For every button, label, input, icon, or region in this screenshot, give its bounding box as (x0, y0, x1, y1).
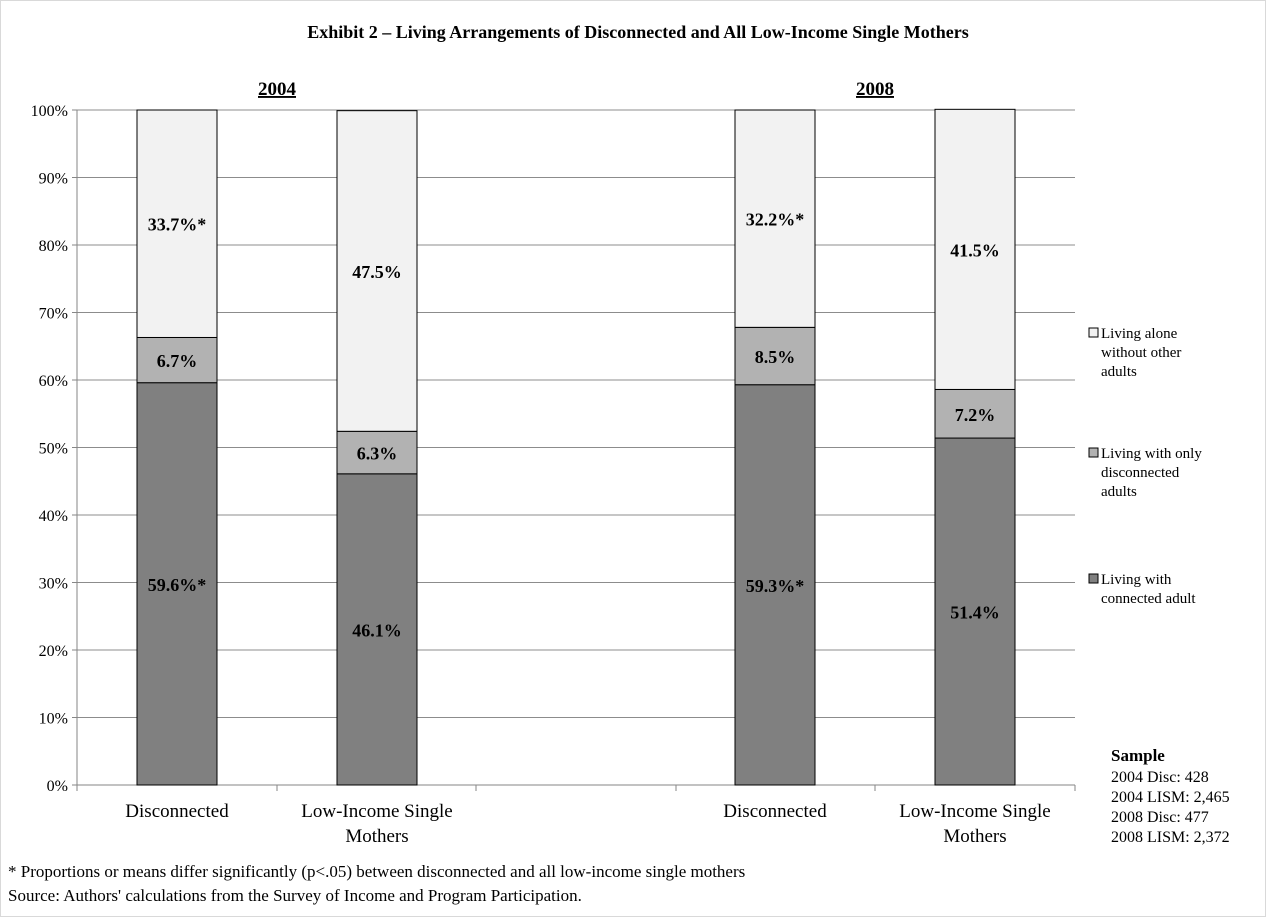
sample-title: Sample (1111, 746, 1165, 765)
y-tick-label: 70% (39, 306, 68, 323)
legend-swatch (1088, 447, 1099, 458)
data-label: 41.5% (950, 240, 1000, 260)
category-label: Low-Income Single (301, 801, 452, 822)
y-tick-label: 10% (39, 711, 68, 728)
data-label: 32.2%* (746, 210, 805, 230)
bar-segment (934, 437, 1016, 786)
data-label: 51.4% (950, 603, 1000, 623)
source-footnote: Source: Authors' calculations from the S… (8, 886, 582, 905)
data-label: 46.1% (352, 620, 402, 640)
legend-label: disconnected (1101, 465, 1180, 481)
y-tick-label: 20% (39, 643, 68, 660)
data-label: 6.7% (157, 351, 198, 371)
sample-box: Sample 2004 Disc: 428 2004 LISM: 2,465 2008… (1111, 746, 1230, 846)
category-label: Mothers (943, 826, 1006, 847)
bar-segment (934, 108, 1016, 390)
legend-label: adults (1101, 484, 1137, 500)
y-tick-label: 100% (31, 103, 68, 120)
legend-label: adults (1101, 364, 1137, 380)
bars (136, 108, 1016, 786)
data-label: 59.3%* (746, 576, 805, 596)
bar-segment (136, 109, 218, 338)
category-label: Disconnected (723, 801, 827, 822)
legend-label: Living with only (1101, 446, 1202, 462)
data-labels: 59.6%* 6.7% 33.7%* 46.1% 6.3% 47.5% 59.3%* 8.5%… (148, 210, 1000, 641)
sample-line: 2004 Disc: 428 (1111, 769, 1209, 786)
bar-segment (934, 388, 1016, 439)
y-tick-label: 50% (39, 441, 68, 458)
data-label: 47.5% (352, 262, 402, 282)
sample-line: 2008 LISM: 2,372 (1111, 829, 1230, 846)
legend-swatch (1088, 327, 1099, 338)
x-axis-categories: Disconnected Low-Income Single Mothers Disc… (125, 801, 1050, 847)
group-label: 2008 (856, 79, 894, 100)
bar-segment (336, 473, 418, 786)
significance-footnote: * Proportions or means differ significan… (8, 862, 746, 881)
bar-segment (336, 430, 418, 475)
category-label: Mothers (345, 826, 408, 847)
bar-segment (336, 110, 418, 432)
data-label: 6.3% (357, 444, 398, 464)
chart-title: Exhibit 2 – Living Arrangements of Disco… (307, 22, 969, 42)
y-tick-label: 60% (39, 373, 68, 390)
legend-label: connected adult (1101, 591, 1196, 607)
y-tick-label: 40% (39, 508, 68, 525)
legend-label: without other (1101, 345, 1181, 361)
y-axis-ticks: 0% 10% 20% 30% 40% 50% 60% 70% 80% 90% 100% (31, 103, 68, 795)
data-label: 33.7%* (148, 215, 207, 235)
category-label: Low-Income Single (899, 801, 1050, 822)
bar-segment (136, 382, 218, 786)
bar-segment (734, 326, 816, 386)
y-tick-label: 90% (39, 171, 68, 188)
legend-swatch (1088, 573, 1099, 584)
data-label: 7.2% (955, 405, 996, 425)
legend-label: Living alone (1101, 326, 1178, 342)
group-year-labels: 2004 2008 (258, 79, 894, 100)
sample-line: 2004 LISM: 2,465 (1111, 789, 1230, 806)
bar-segment (136, 336, 218, 384)
y-tick-label: 0% (47, 778, 68, 795)
legend-label: Living with (1101, 572, 1172, 588)
category-label: Disconnected (125, 801, 229, 822)
data-label: 59.6%* (148, 575, 207, 595)
gridlines (72, 109, 1076, 791)
group-label: 2004 (258, 79, 297, 100)
y-tick-label: 80% (39, 238, 68, 255)
y-tick-label: 30% (39, 576, 68, 593)
bar-segment (734, 109, 816, 328)
sample-line: 2008 Disc: 477 (1111, 809, 1209, 826)
legend: Living alone without other adults Living wi… (1088, 326, 1202, 607)
data-label: 8.5% (755, 347, 796, 367)
